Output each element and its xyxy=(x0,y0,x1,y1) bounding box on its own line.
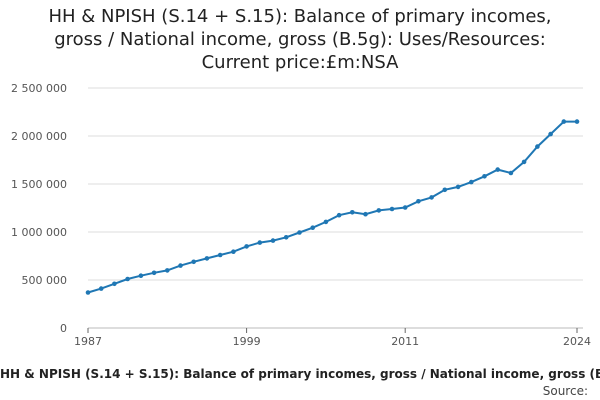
x-tick-label: 2011 xyxy=(391,335,419,348)
x-tick-label: 1999 xyxy=(233,335,261,348)
data-point xyxy=(363,211,368,217)
data-point xyxy=(469,179,474,185)
data-point xyxy=(535,144,540,149)
data-point xyxy=(323,219,329,225)
data-point xyxy=(508,170,514,176)
x-tick-label: 1987 xyxy=(74,335,102,348)
data-point xyxy=(442,187,448,193)
y-tick-label: 2 500 000 xyxy=(11,82,67,95)
data-point xyxy=(297,230,302,235)
data-point xyxy=(521,159,527,165)
x-tick-label: 2024 xyxy=(563,335,591,348)
data-point xyxy=(257,240,263,245)
chart-title-line-2: gross / National income, gross (B.5g): U… xyxy=(54,29,546,50)
data-point xyxy=(482,174,487,179)
data-point xyxy=(350,210,355,215)
y-tick-label: 500 000 xyxy=(22,274,68,287)
data-point xyxy=(231,249,236,254)
chart-title-line-1: HH & NPISH (S.14 + S.15): Balance of pri… xyxy=(48,6,552,27)
data-point xyxy=(217,252,223,258)
source-label: Source: xyxy=(542,384,588,398)
series-line xyxy=(87,120,577,294)
y-tick-label: 1 000 000 xyxy=(11,226,67,239)
data-point xyxy=(402,205,408,210)
y-tick-label: 1 500 000 xyxy=(11,178,67,191)
chart-title-line-3: Current price:£m:NSA xyxy=(201,52,399,73)
data-point xyxy=(376,208,382,213)
data-point xyxy=(336,212,342,218)
y-tick-label: 0 xyxy=(60,322,67,335)
data-point xyxy=(429,195,434,200)
legend-label: HH & NPISH (S.14 + S.15): Balance of pri… xyxy=(0,367,600,381)
data-point xyxy=(98,286,104,291)
data-point xyxy=(112,281,117,287)
y-tick-label: 2 000 000 xyxy=(11,130,67,143)
data-point xyxy=(389,206,395,212)
data-point xyxy=(416,199,421,204)
data-point xyxy=(270,238,276,243)
data-point xyxy=(548,131,553,137)
data-point xyxy=(561,119,567,124)
data-point xyxy=(191,259,196,265)
data-point xyxy=(138,273,144,279)
data-point xyxy=(125,276,130,282)
data-point xyxy=(574,119,580,124)
data-point xyxy=(165,268,170,273)
data-point xyxy=(85,290,91,295)
data-point xyxy=(204,256,210,261)
data-point xyxy=(495,167,501,172)
data-point xyxy=(151,270,157,276)
data-point xyxy=(178,263,183,268)
data-point xyxy=(310,225,316,230)
data-point xyxy=(244,244,249,249)
data-point xyxy=(283,235,289,240)
data-point xyxy=(455,184,461,190)
